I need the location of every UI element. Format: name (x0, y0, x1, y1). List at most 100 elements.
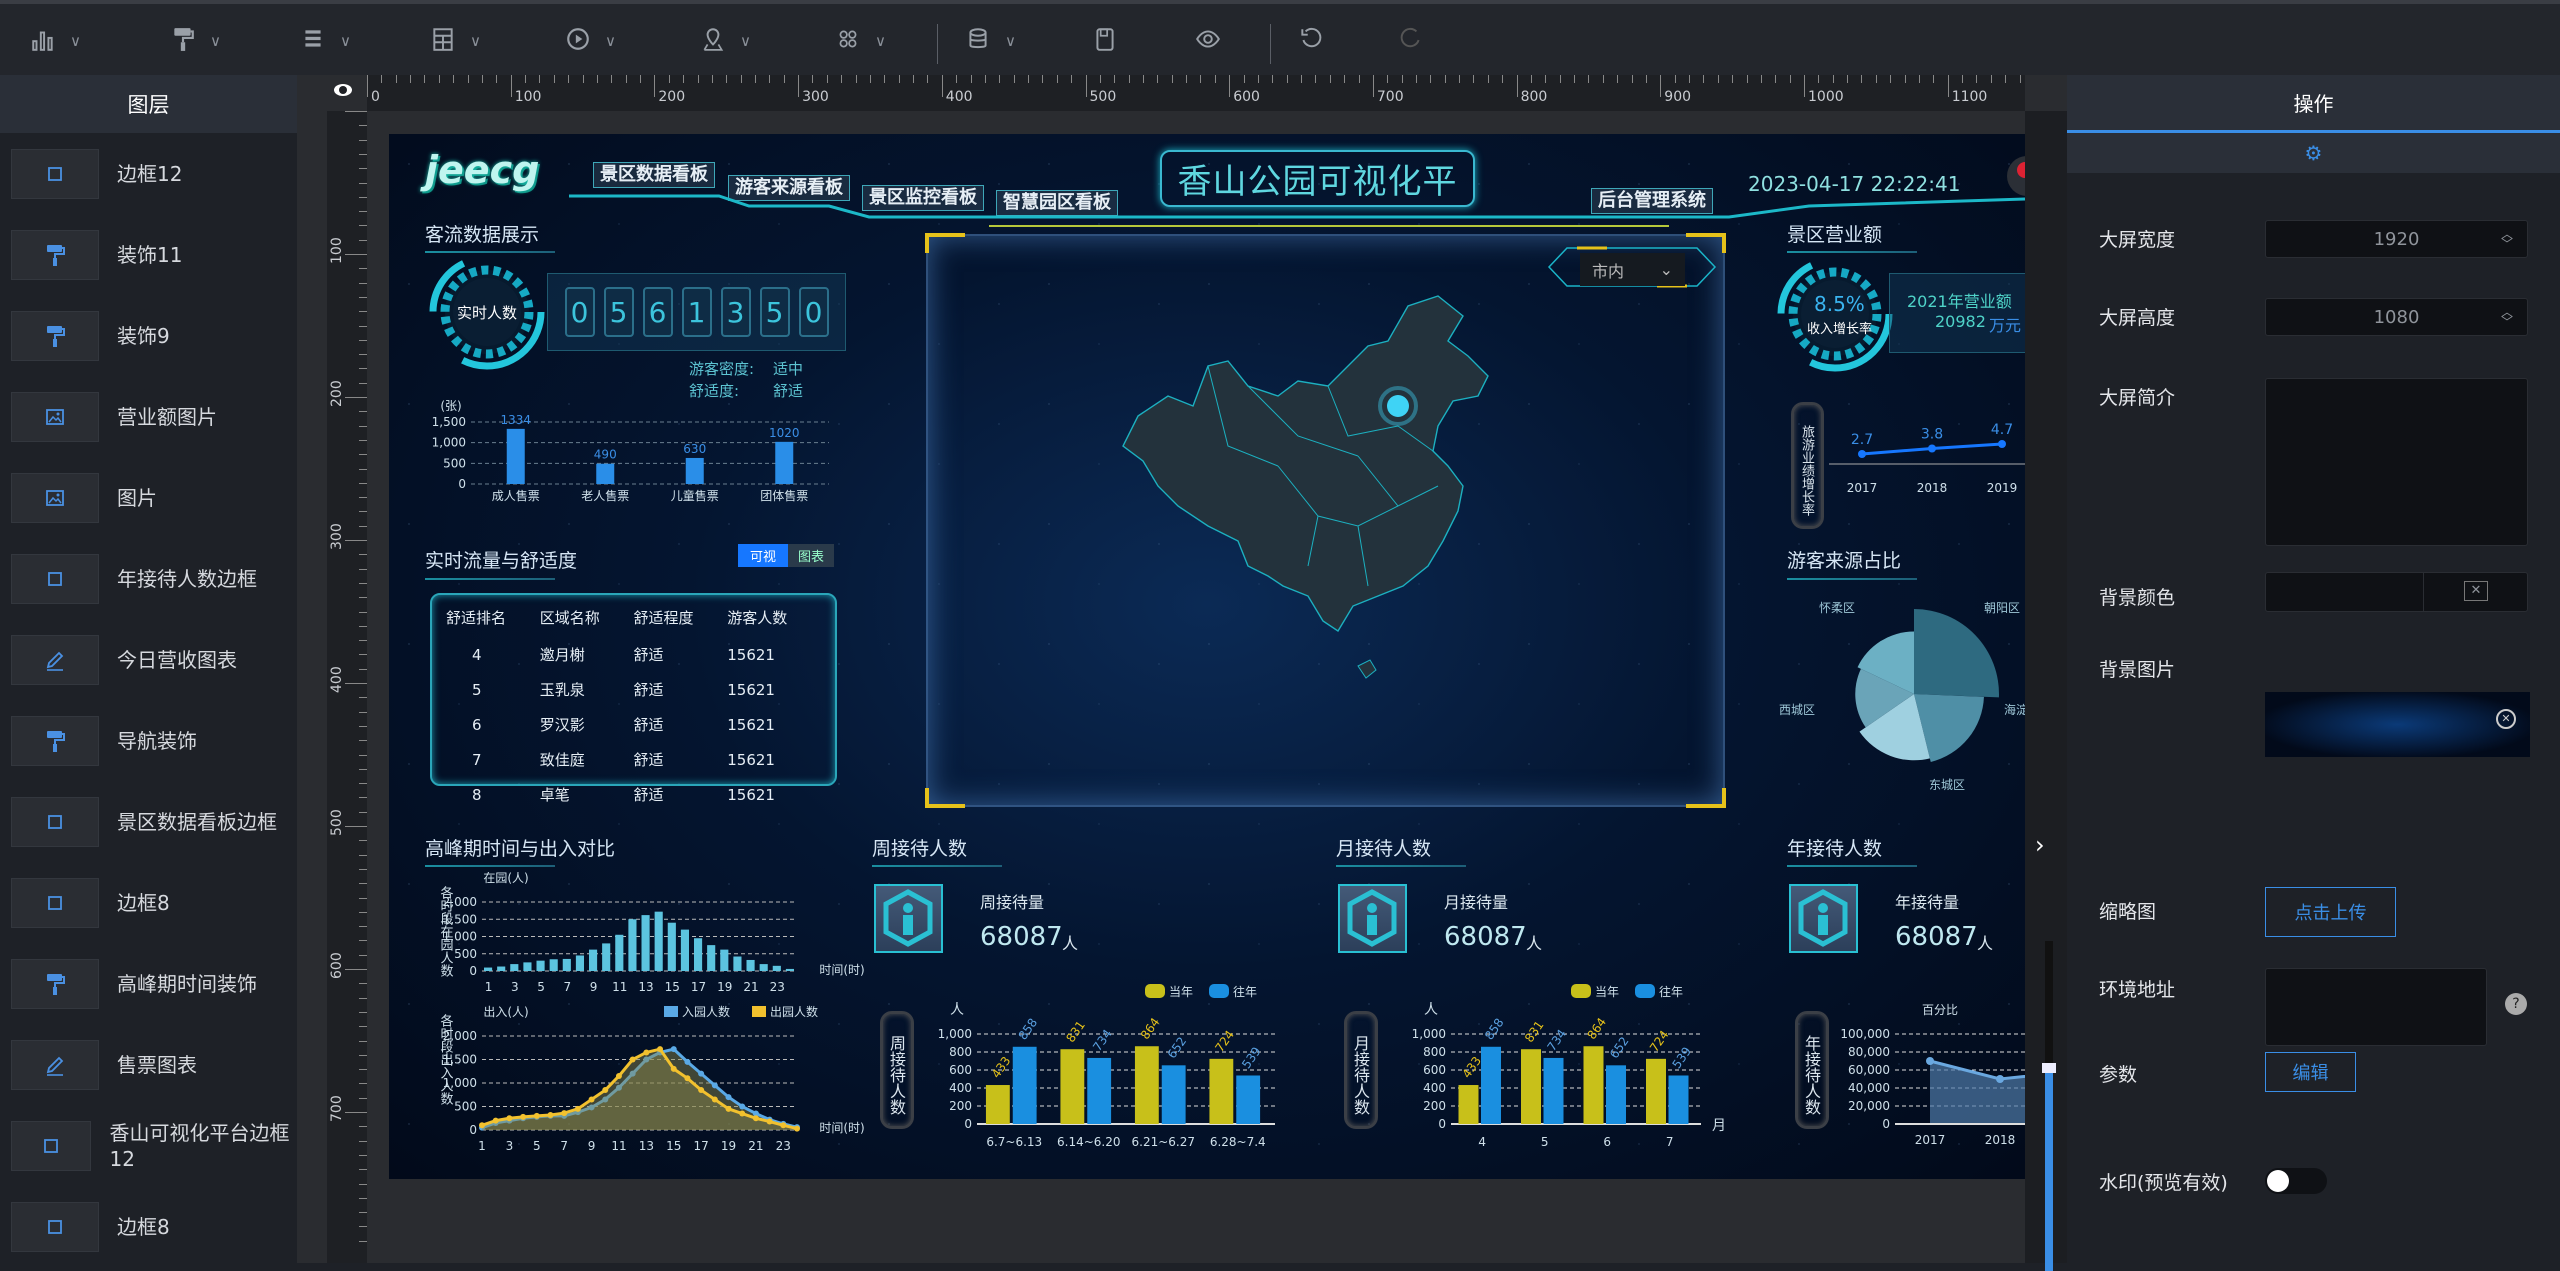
data-point (698, 1070, 705, 1077)
series-area (482, 1049, 797, 1130)
map-pin-tool-button[interactable]: ∨ (700, 26, 751, 56)
layer-item-label: 装饰11 (117, 242, 183, 267)
bar (602, 943, 611, 971)
china-map[interactable] (1098, 286, 1558, 706)
layer-item[interactable]: 边框12 (0, 133, 297, 214)
ruler-tick (1660, 75, 1662, 97)
ruler-label: 800 (1520, 89, 1548, 105)
ruler-tick (381, 75, 383, 83)
nav-tab-scenic-monitor[interactable]: 景区监控看板 (862, 185, 984, 211)
table-cell: 邀月榭 (539, 646, 585, 664)
remove-bg-image-icon[interactable]: ✕ (2496, 709, 2516, 729)
toggle-visual[interactable]: 可视 (738, 544, 789, 567)
layer-item[interactable]: 高峰期时间装饰 (0, 943, 297, 1024)
nav-tab-scenic-data[interactable]: 景区数据看板 (593, 162, 715, 188)
layer-item[interactable]: 年接待人数边框 (0, 538, 297, 619)
upload-thumbnail-button[interactable]: 点击上传 (2265, 887, 2396, 937)
map-pin-icon (700, 26, 726, 56)
toolbar-divider (1270, 24, 1271, 64)
layer-item[interactable]: 图片 (0, 457, 297, 538)
y-tick-label: 1,000 (443, 930, 477, 944)
stepper-icon[interactable]: ︿ ﹀ (2500, 227, 2513, 251)
table-cell: 卓笔 (539, 786, 570, 804)
nav-tab-smart-park[interactable]: 智慧园区看板 (996, 190, 1118, 216)
layer-item[interactable]: 景区数据看板边框 (0, 781, 297, 862)
ruler-tick (345, 1112, 367, 1113)
bar (694, 938, 703, 971)
bar-chart-icon (30, 26, 56, 56)
region-select[interactable]: 市内 ⌄ (1547, 246, 1717, 288)
ruler-tick (869, 75, 871, 83)
ruler-tick (359, 239, 367, 241)
watermark-toggle[interactable] (2265, 1168, 2327, 1194)
ruler-tick (359, 811, 367, 813)
section-underline (1787, 578, 1917, 580)
layer-item[interactable]: 香山可视化平台边框12 (0, 1105, 297, 1186)
ruler-tick (395, 75, 397, 83)
grid-tool-button[interactable]: ∨ (835, 26, 886, 56)
table-row: 8 卓笔 舒适 15621 (446, 778, 821, 813)
undo-tool-button[interactable] (1298, 26, 1324, 56)
list-tool-button[interactable]: ∨ (300, 26, 351, 56)
zoom-slider-handle[interactable] (2042, 1063, 2056, 1073)
layer-item[interactable]: 营业额图片 (0, 376, 297, 457)
layer-item[interactable]: 边框8 (0, 1186, 297, 1267)
bar-chart-tool-button[interactable]: ∨ (30, 26, 81, 56)
x-tick-label: 团体售票 (760, 488, 808, 503)
ruler-label: 400 (329, 666, 345, 693)
eye-tool-button[interactable] (1195, 26, 1221, 56)
pie-slice[interactable] (1914, 609, 1999, 698)
settings-tab[interactable]: ⚙ (2067, 133, 2560, 173)
y-tick-label: 0 (469, 964, 477, 978)
y-axis-title: 百分比 (1922, 1003, 1958, 1017)
pie-slice[interactable] (1855, 668, 1914, 728)
admin-system-link[interactable]: 后台管理系统 (1591, 188, 1713, 214)
bar (615, 934, 624, 971)
zoom-slider[interactable] (2042, 941, 2056, 1271)
bar (589, 949, 598, 971)
screen-width-input[interactable]: 1920 ︿ ﹀ (2265, 220, 2528, 258)
data-point (752, 1110, 759, 1117)
legend-swatch (1635, 984, 1655, 998)
redo-tool-button[interactable] (1398, 26, 1424, 56)
ruler-tick (1301, 75, 1303, 83)
pie-slice[interactable] (1859, 694, 1930, 761)
weekly-stat-unit: 人 (1062, 934, 1079, 953)
clear-color-icon[interactable]: ✕ (2464, 581, 2488, 601)
ruler-tick (1071, 75, 1073, 83)
layer-item[interactable]: 导航装饰 (0, 700, 297, 781)
layer-item[interactable]: 边框8 (0, 862, 297, 943)
y-tick-label: 40,000 (1848, 1081, 1890, 1095)
legend-swatch (1571, 984, 1591, 998)
toggle-guides-eye-icon[interactable] (330, 80, 360, 104)
layer-item[interactable]: 装饰11 (0, 214, 297, 295)
screen-intro-textarea[interactable] (2265, 378, 2528, 546)
expand-right-arrow-icon[interactable]: › (2035, 831, 2045, 859)
pie-slice[interactable] (1914, 694, 1984, 762)
layer-item[interactable]: 售票图表 (0, 1024, 297, 1105)
dashboard-canvas[interactable]: jeecg 景区数据看板 游客来源看板 景区监控看板 智慧园区看板 香山公园可视… (389, 134, 2025, 1179)
pie-slice[interactable] (1857, 631, 1914, 695)
table-tool-button[interactable]: ∨ (430, 26, 481, 56)
stepper-icon[interactable]: ︿ ﹀ (2500, 305, 2513, 329)
edit-params-button[interactable]: 编辑 (2265, 1052, 2356, 1092)
screen-height-input[interactable]: 1080 ︿ ﹀ (2265, 298, 2528, 336)
toggle-chart[interactable]: 图表 (788, 544, 835, 567)
ruler-tick (359, 1069, 367, 1071)
nav-tab-visitor-source[interactable]: 游客来源看板 (728, 175, 850, 201)
layer-item[interactable]: 装饰9 (0, 295, 297, 376)
data-point (794, 1125, 800, 1132)
legend-label: 往年 (1233, 984, 1257, 999)
save-tool-button[interactable] (1092, 26, 1118, 56)
bg-image-thumbnail[interactable] (2265, 692, 2530, 757)
paint-roller-tool-button[interactable]: ∨ (170, 26, 221, 56)
database-tool-button[interactable]: ∨ (965, 26, 1016, 56)
layer-item[interactable]: 今日营收图表 (0, 619, 297, 700)
play-tool-button[interactable]: ∨ (565, 26, 616, 56)
help-icon[interactable]: ? (2505, 993, 2527, 1015)
bg-color-picker[interactable]: ✕ (2265, 572, 2528, 612)
ruler-tick (1703, 75, 1705, 83)
chevron-down-icon: ∨ (470, 32, 481, 50)
env-address-textarea[interactable] (2265, 968, 2487, 1046)
data-point (602, 1096, 609, 1103)
